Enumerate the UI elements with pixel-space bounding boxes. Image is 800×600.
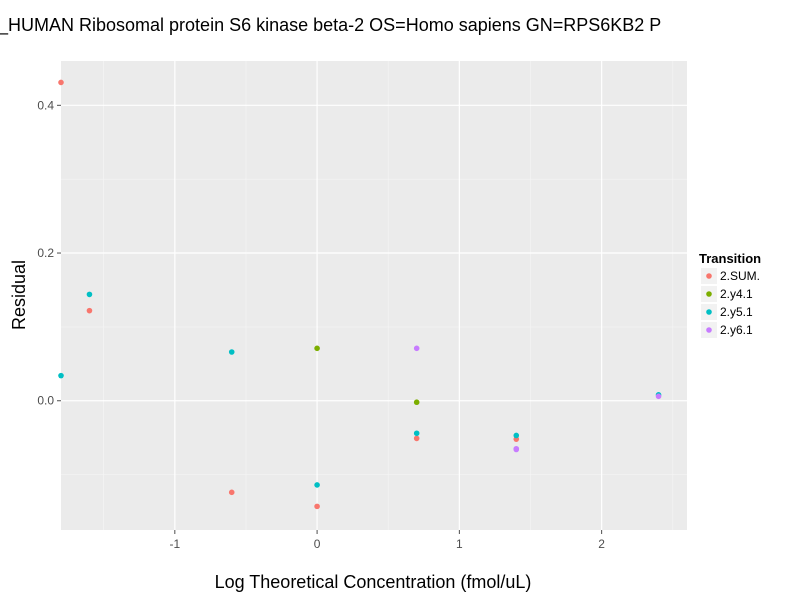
point-2-y5-1 <box>228 349 235 355</box>
legend-marker-2-y6-1 <box>706 327 712 333</box>
point-2-sum <box>58 79 64 86</box>
point-2-sum <box>86 307 93 314</box>
point-2-y6-1 <box>513 446 520 453</box>
y-tick-label: 0.4 <box>37 98 54 112</box>
legend-label-2-y4-1: 2.y4.1 <box>720 287 753 301</box>
legend: Transition 2.SUM. 2.y4.1 2.y5.1 2.y6.1 <box>699 251 761 338</box>
point-2-y6-1 <box>655 393 662 400</box>
point-2-y6-1 <box>413 345 420 352</box>
plot-panel <box>61 61 687 530</box>
x-tick-label: 0 <box>314 537 321 551</box>
data-points <box>58 79 662 510</box>
legend-label-2-sum: 2.SUM. <box>720 269 760 283</box>
y-tick-label: 0.2 <box>37 246 54 260</box>
point-2-sum <box>314 503 320 510</box>
legend-marker-2-sum <box>706 273 712 279</box>
point-2-y5-1 <box>86 291 93 298</box>
point-2-y4-1 <box>413 399 420 406</box>
x-tick-label: 1 <box>456 537 463 551</box>
point-2-y5-1 <box>513 432 520 439</box>
legend-label-2-y5-1: 2.y5.1 <box>720 305 753 319</box>
point-2-y4-1 <box>314 345 320 352</box>
minor-gridlines <box>61 61 687 530</box>
legend-label-2-y6-1: 2.y6.1 <box>720 323 753 337</box>
point-2-sum <box>228 489 235 496</box>
y-tick-label: 0.0 <box>37 394 54 408</box>
legend-marker-2-y4-1 <box>706 291 712 297</box>
y-axis-title: Residual <box>9 260 29 330</box>
x-axis-title: Log Theoretical Concentration (fmol/uL) <box>215 572 532 592</box>
point-2-y5-1 <box>413 430 420 437</box>
point-2-y5-1 <box>58 372 64 379</box>
legend-marker-2-y5-1 <box>706 309 712 315</box>
x-tick-label: -1 <box>169 537 180 551</box>
major-gridlines <box>61 61 687 530</box>
y-axis-ticks: 0.0 0.2 0.4 <box>37 98 61 408</box>
chart-title: _HUMAN Ribosomal protein S6 kinase beta-… <box>0 15 661 36</box>
point-2-y5-1 <box>314 482 320 488</box>
x-tick-label: 2 <box>598 537 605 551</box>
point-2-sum <box>413 435 420 442</box>
x-axis-ticks: -1 0 1 2 <box>169 530 605 551</box>
legend-title: Transition <box>699 251 761 266</box>
